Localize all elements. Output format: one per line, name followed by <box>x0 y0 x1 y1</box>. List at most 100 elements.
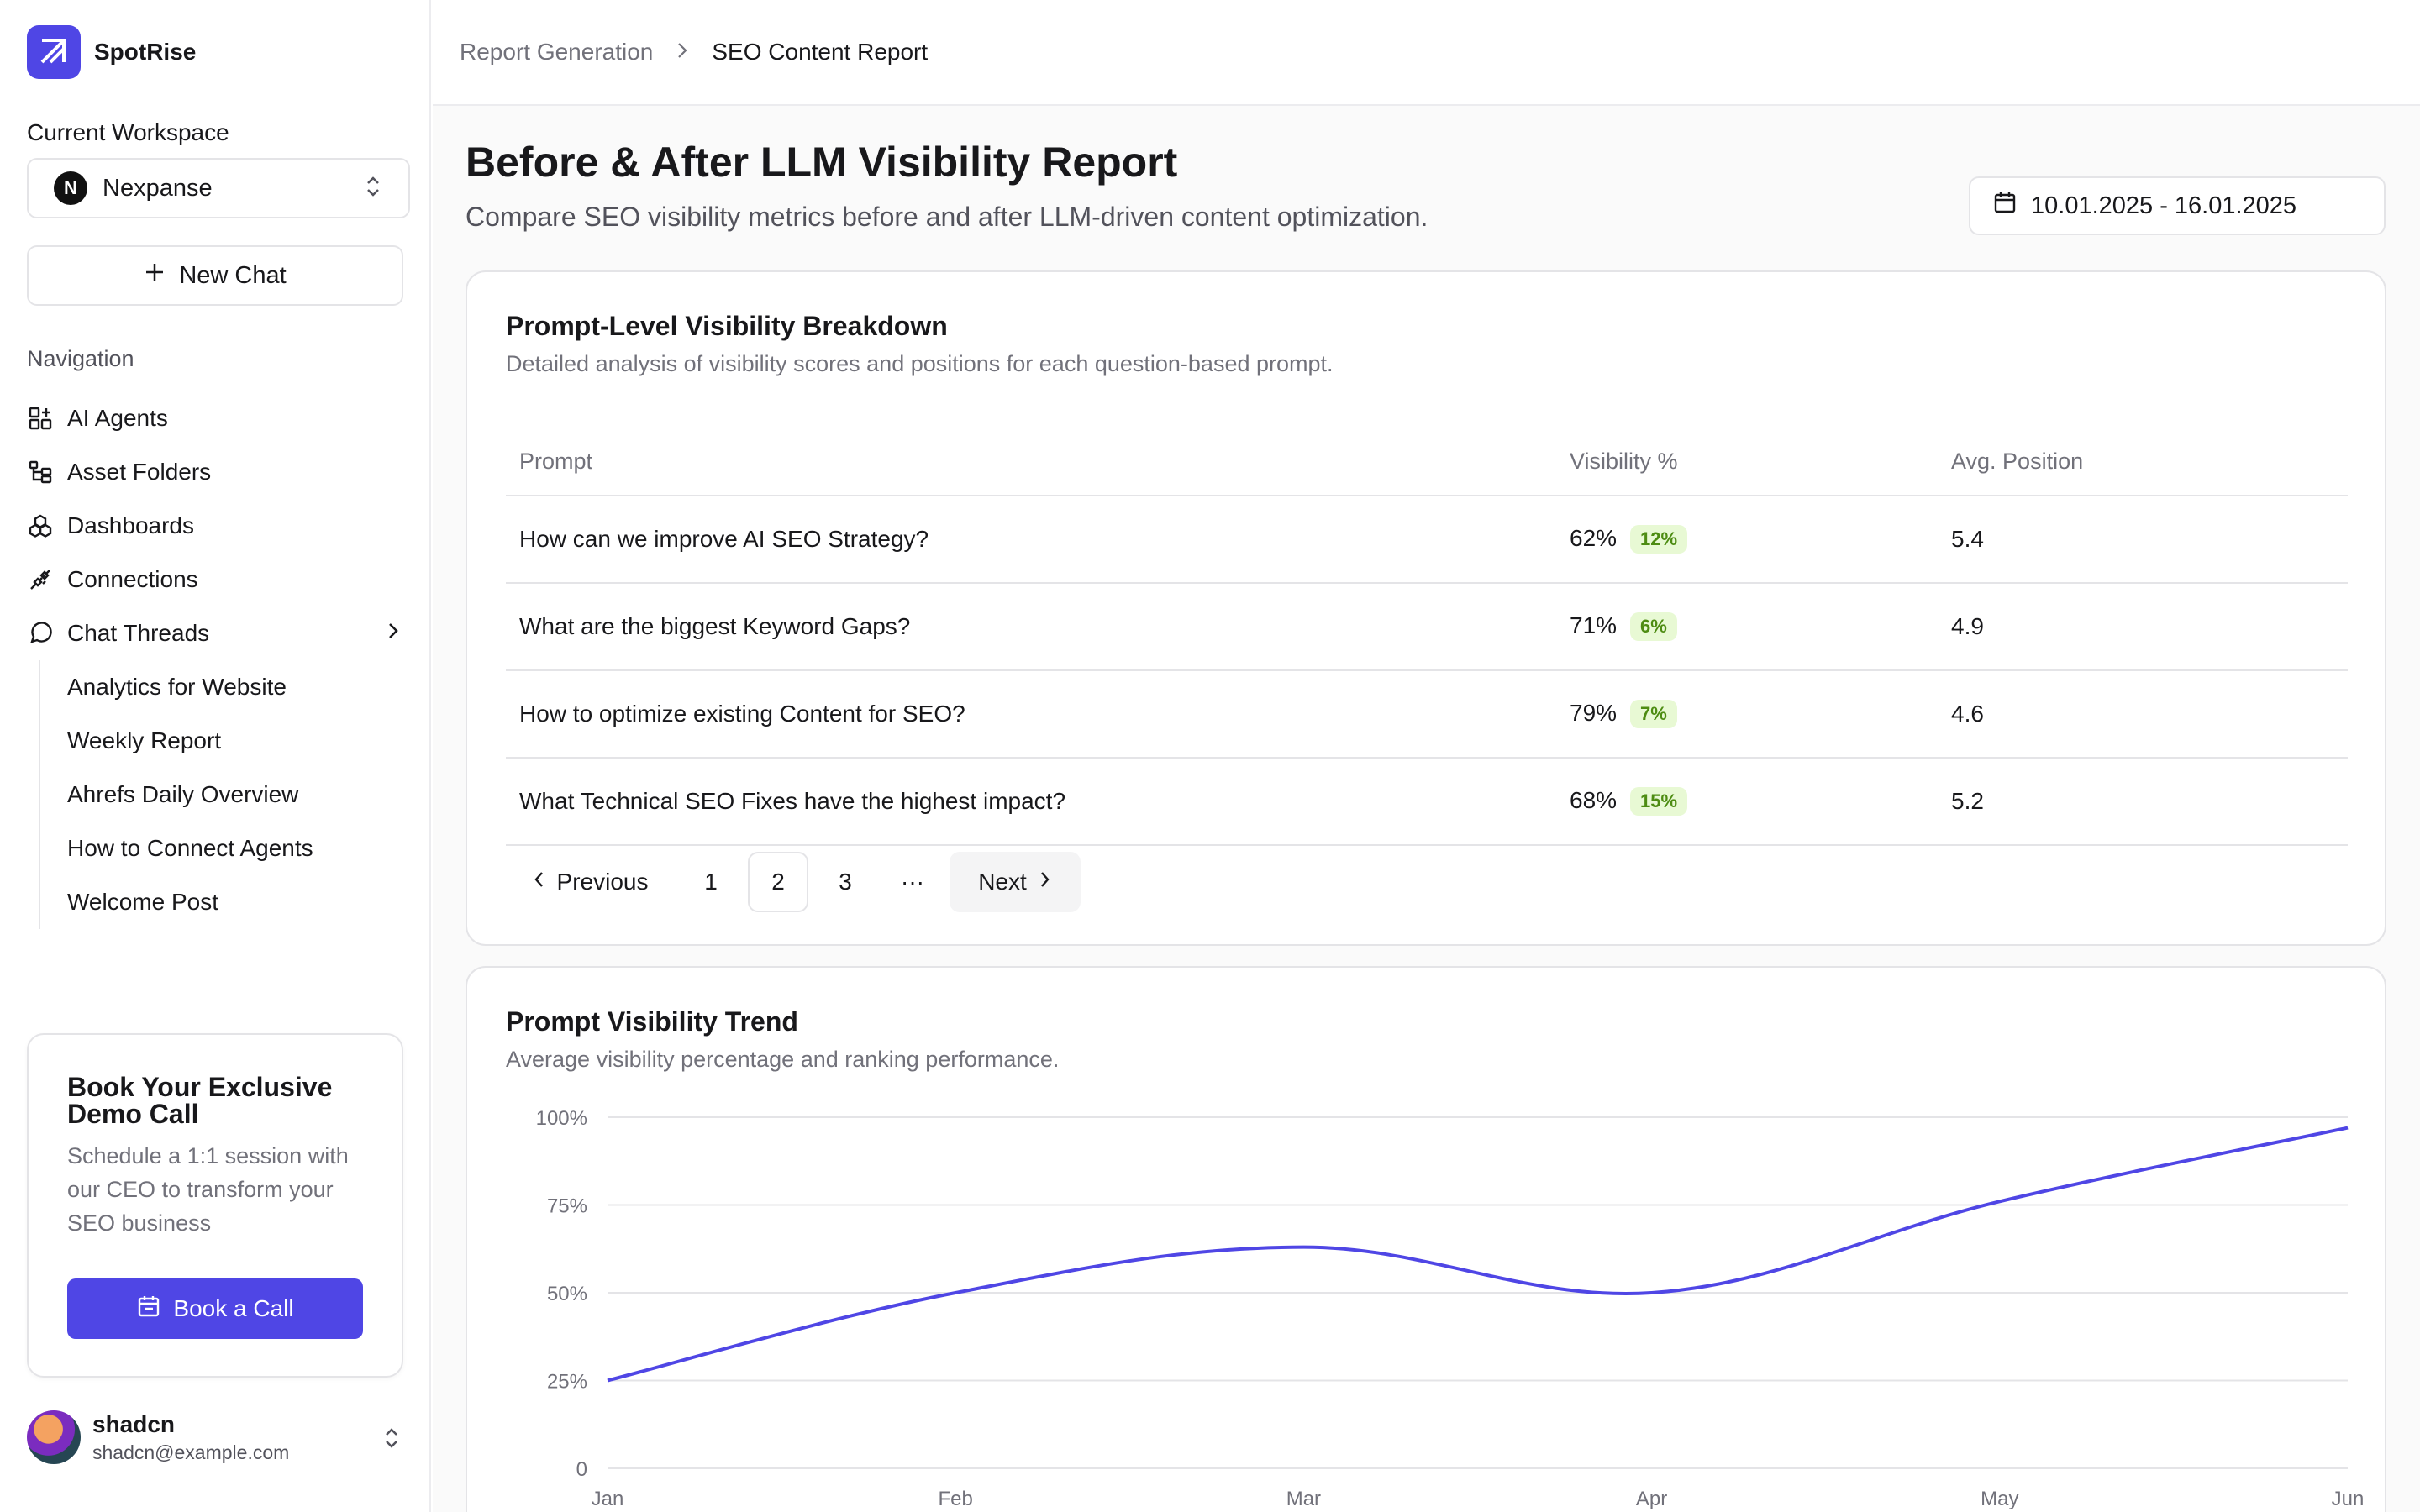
navigation-label: Navigation <box>27 346 134 371</box>
page-button-2[interactable]: 2 <box>748 852 808 912</box>
table-row[interactable]: What are the biggest Keyword Gaps? 71% 6%… <box>506 583 2348 671</box>
chevron-left-icon <box>532 869 547 895</box>
card-subtitle: Average visibility percentage and rankin… <box>506 1047 1060 1072</box>
y-tick-label: 100% <box>536 1107 587 1130</box>
calendar-icon <box>1992 190 2018 222</box>
visibility-cell: 62% 12% <box>1556 496 1938 584</box>
breadcrumb-parent[interactable]: Report Generation <box>460 39 654 65</box>
spotrise-logo-icon <box>27 25 81 79</box>
sidebar: SpotRise Current Workspace N Nexpanse Ne… <box>0 0 431 1512</box>
visibility-table: Prompt Visibility % Avg. Position How ca… <box>506 428 2348 846</box>
demo-description: Schedule a 1:1 session with our CEO to t… <box>67 1143 349 1236</box>
nav-item-label: Asset Folders <box>67 459 212 485</box>
change-badge: 15% <box>1630 787 1688 816</box>
thread-item[interactable]: Ahrefs Daily Overview <box>67 781 299 807</box>
chevron-right-icon <box>675 40 690 65</box>
pagination: Previous 1 2 3 ··· Next <box>506 852 1081 912</box>
user-info: shadcn shadcn@example.com <box>92 1411 289 1464</box>
table-header-row: Prompt Visibility % Avg. Position <box>506 428 2348 496</box>
chevron-right-icon <box>1037 869 1052 895</box>
visibility-value: 62% <box>1570 524 1618 551</box>
table-row[interactable]: How to optimize existing Content for SEO… <box>506 670 2348 759</box>
previous-label: Previous <box>556 869 649 895</box>
card-subtitle: Detailed analysis of visibility scores a… <box>506 351 1334 376</box>
page-subtitle: Compare SEO visibility metrics before an… <box>466 202 1428 232</box>
thread-item[interactable]: Analytics for Website <box>67 674 287 700</box>
previous-page-button[interactable]: Previous <box>506 852 674 912</box>
column-header-position[interactable]: Avg. Position <box>1938 428 2348 496</box>
workspace-name: Nexpanse <box>103 174 213 202</box>
visibility-trend-chart: 0 25% 50% 75% 100% Jan Feb Mar Apr May Jun <box>536 1107 2365 1510</box>
folder-tree-icon <box>27 459 54 486</box>
nav-item-label: Chat Threads <box>67 620 210 646</box>
x-tick-label: Apr <box>1636 1488 1667 1510</box>
workspace-select[interactable]: N Nexpanse <box>27 158 410 218</box>
grid-plus-icon <box>27 405 54 432</box>
workspace-label: Current Workspace <box>27 119 229 145</box>
user-email: shadcn@example.com <box>92 1441 290 1463</box>
page-button-1[interactable]: 1 <box>704 869 718 895</box>
next-page-button[interactable]: Next <box>950 852 1081 912</box>
thread-item[interactable]: Weekly Report <box>67 727 222 753</box>
y-tick-label: 50% <box>547 1283 587 1305</box>
change-badge: 6% <box>1630 612 1677 642</box>
demo-title: Book Your Exclusive Demo Call <box>67 1072 333 1129</box>
change-badge: 7% <box>1630 700 1677 729</box>
brand-name: SpotRise <box>94 39 197 65</box>
workspace-avatar: N <box>54 171 87 205</box>
user-menu[interactable]: shadcn shadcn@example.com <box>27 1408 410 1467</box>
nav-item-label: AI Agents <box>67 405 168 431</box>
breadcrumb: Report Generation SEO Content Report <box>433 0 2420 106</box>
boxes-icon <box>27 512 54 539</box>
x-tick-label: Feb <box>939 1488 973 1510</box>
visibility-value: 71% <box>1570 612 1618 638</box>
thread-item[interactable]: How to Connect Agents <box>67 835 313 861</box>
next-label: Next <box>978 869 1027 895</box>
new-chat-label: New Chat <box>179 261 287 289</box>
nav-item-ai-agents[interactable]: AI Agents <box>27 391 410 445</box>
breadcrumb-current: SEO Content Report <box>712 39 929 65</box>
table-row[interactable]: How can we improve AI SEO Strategy? 62% 1… <box>506 496 2348 584</box>
change-badge: 12% <box>1630 525 1688 554</box>
book-call-button[interactable]: Book a Call <box>67 1278 363 1339</box>
position-cell: 4.6 <box>1938 670 2348 759</box>
chevrons-up-down-icon <box>363 173 383 204</box>
visibility-breakdown-card: Prompt-Level Visibility Breakdown Detail… <box>466 270 2386 946</box>
visibility-value: 68% <box>1570 786 1618 813</box>
chat-threads-list: Analytics for Website Weekly Report Ahre… <box>39 660 410 929</box>
calendar-icon <box>136 1294 161 1325</box>
pagination-ellipsis: ··· <box>901 869 924 895</box>
column-header-prompt[interactable]: Prompt <box>506 428 1556 496</box>
visibility-value: 79% <box>1570 699 1618 726</box>
x-tick-label: May <box>1981 1488 2018 1510</box>
y-tick-label: 25% <box>547 1371 587 1394</box>
navigation: AI Agents Asset Folders Dashboards Conne… <box>27 391 410 929</box>
nav-item-chat-threads[interactable]: Chat Threads <box>27 606 410 660</box>
plug-icon <box>27 566 54 593</box>
position-cell: 5.2 <box>1938 758 2348 846</box>
nav-item-label: Dashboards <box>67 512 194 538</box>
nav-item-dashboards[interactable]: Dashboards <box>27 499 410 553</box>
y-tick-label: 0 <box>576 1458 587 1481</box>
nav-item-asset-folders[interactable]: Asset Folders <box>27 445 410 499</box>
x-tick-label: Mar <box>1286 1488 1321 1510</box>
brand[interactable]: SpotRise <box>27 25 196 79</box>
x-tick-label: Jan <box>592 1488 624 1510</box>
nav-item-connections[interactable]: Connections <box>27 553 410 606</box>
page-button-3[interactable]: 3 <box>839 869 852 895</box>
x-tick-label: Jun <box>2332 1488 2365 1510</box>
card-title: Prompt-Level Visibility Breakdown <box>506 311 948 341</box>
book-call-label: Book a Call <box>173 1295 294 1321</box>
new-chat-button[interactable]: New Chat <box>27 245 403 306</box>
prompt-cell: What are the biggest Keyword Gaps? <box>506 583 1556 671</box>
table-row[interactable]: What Technical SEO Fixes have the highes… <box>506 758 2348 846</box>
plus-icon <box>144 261 166 290</box>
visibility-cell: 68% 15% <box>1556 758 1938 846</box>
column-header-visibility[interactable]: Visibility % <box>1556 428 1938 496</box>
thread-item[interactable]: Welcome Post <box>67 889 218 915</box>
date-range-picker[interactable]: 10.01.2025 - 16.01.2025 <box>1969 176 2386 235</box>
date-range-value: 10.01.2025 - 16.01.2025 <box>2031 192 2297 219</box>
visibility-cell: 71% 6% <box>1556 583 1938 671</box>
position-cell: 5.4 <box>1938 496 2348 584</box>
y-tick-label: 75% <box>547 1195 587 1218</box>
